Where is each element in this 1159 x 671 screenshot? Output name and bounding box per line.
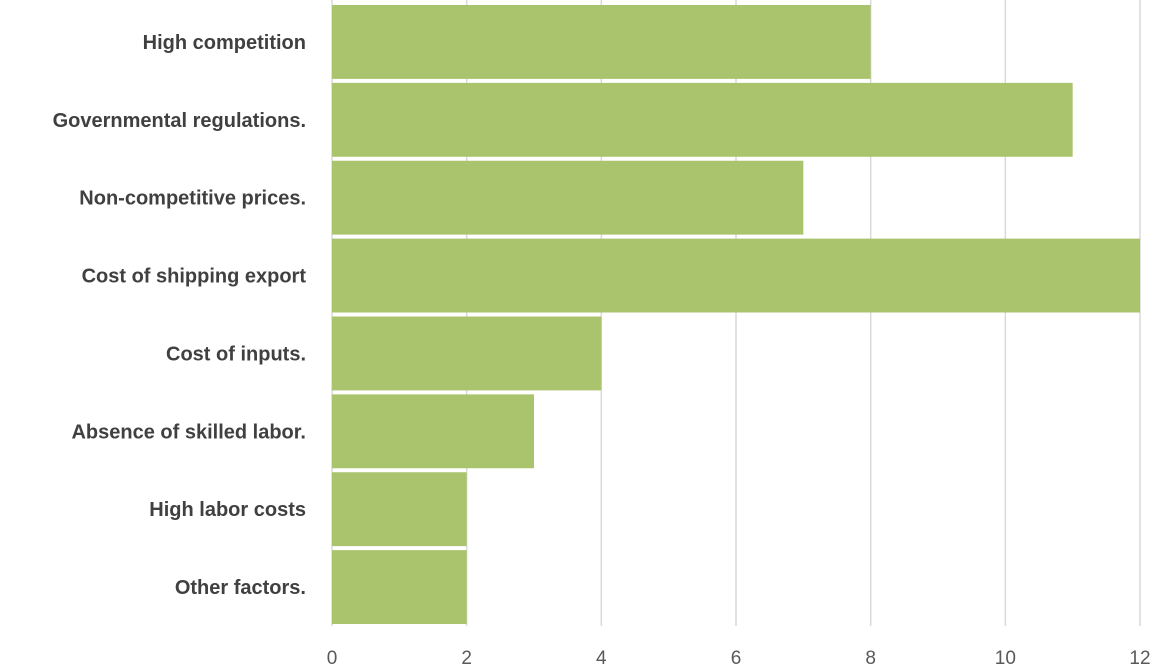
x-tick-label-12: 12 bbox=[1129, 648, 1150, 669]
bar-4 bbox=[332, 238, 1140, 313]
bar-6 bbox=[332, 394, 534, 469]
category-label-7: High labor costs bbox=[149, 499, 306, 521]
bar-1 bbox=[332, 5, 871, 79]
bar-2 bbox=[332, 82, 1073, 157]
x-tick-label-6: 6 bbox=[731, 648, 742, 669]
category-labels: High competition Governmental regulations… bbox=[53, 32, 307, 599]
bar-8 bbox=[332, 550, 467, 624]
x-tick-labels: 0 2 4 6 8 10 12 bbox=[327, 648, 1151, 669]
x-tick-label-2: 2 bbox=[461, 648, 472, 669]
x-tick-label-4: 4 bbox=[596, 648, 607, 669]
x-tick-label-0: 0 bbox=[327, 648, 338, 669]
bar-7 bbox=[332, 472, 467, 547]
category-label-3: Non-competitive prices. bbox=[79, 188, 306, 210]
x-tick-label-10: 10 bbox=[995, 648, 1016, 669]
bar-5 bbox=[332, 316, 602, 391]
category-label-1: High competition bbox=[143, 32, 306, 54]
category-label-2: Governmental regulations. bbox=[53, 110, 306, 132]
category-label-8: Other factors. bbox=[175, 577, 306, 599]
category-label-5: Cost of inputs. bbox=[166, 343, 306, 365]
category-label-6: Absence of skilled labor. bbox=[71, 421, 306, 443]
x-tick-label-8: 8 bbox=[865, 648, 876, 669]
category-label-4: Cost of shipping export bbox=[82, 266, 307, 288]
bar-3 bbox=[332, 160, 804, 235]
bars bbox=[332, 5, 1140, 624]
